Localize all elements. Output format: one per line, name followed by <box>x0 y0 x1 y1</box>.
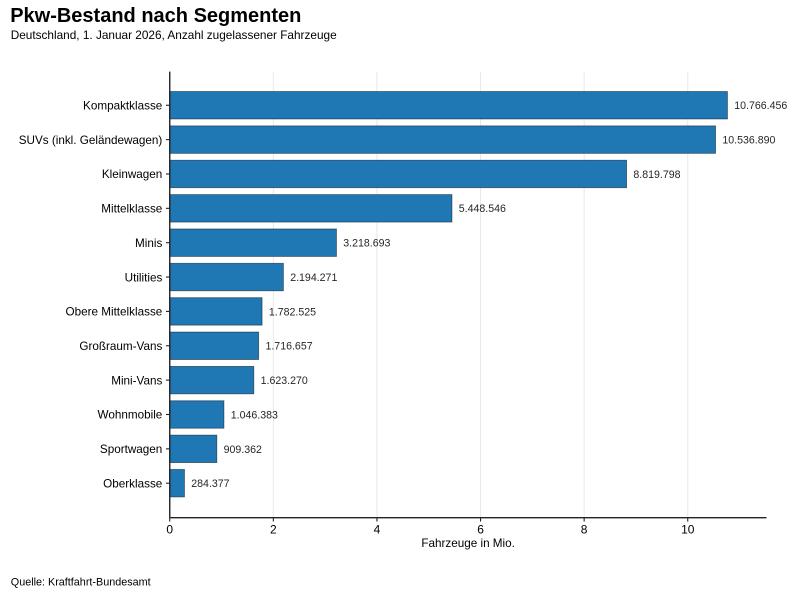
svg-text:8: 8 <box>581 523 588 537</box>
svg-text:1.623.270: 1.623.270 <box>261 375 308 387</box>
svg-text:Mittelklasse: Mittelklasse <box>101 203 162 216</box>
svg-text:Utilities: Utilities <box>125 271 163 284</box>
svg-text:10: 10 <box>681 523 695 537</box>
svg-text:Mini-Vans: Mini-Vans <box>111 374 162 387</box>
svg-text:8.819.798: 8.819.798 <box>633 169 680 181</box>
svg-text:909.362: 909.362 <box>224 444 262 456</box>
svg-text:6: 6 <box>477 523 484 537</box>
svg-text:1.716.657: 1.716.657 <box>265 341 312 353</box>
svg-text:Fahrzeuge in Mio.: Fahrzeuge in Mio. <box>421 537 515 550</box>
svg-text:Oberklasse: Oberklasse <box>103 477 162 490</box>
svg-text:Kompaktklasse: Kompaktklasse <box>83 99 162 112</box>
svg-text:10.536.890: 10.536.890 <box>722 135 775 147</box>
svg-text:4: 4 <box>374 523 381 537</box>
svg-text:2: 2 <box>270 523 277 537</box>
svg-text:Wohnmobile: Wohnmobile <box>98 409 163 422</box>
svg-text:Minis: Minis <box>135 237 162 250</box>
svg-text:Pkw-Bestand nach Segmenten: Pkw-Bestand nach Segmenten <box>10 5 301 27</box>
svg-text:Quelle: Kraftfahrt-Bundesamt: Quelle: Kraftfahrt-Bundesamt <box>11 576 151 588</box>
svg-text:Großraum-Vans: Großraum-Vans <box>79 340 162 353</box>
svg-text:Sportwagen: Sportwagen <box>100 443 162 456</box>
svg-text:Kleinwagen: Kleinwagen <box>102 168 162 181</box>
svg-text:2.194.271: 2.194.271 <box>290 272 337 284</box>
svg-text:284.377: 284.377 <box>191 478 229 490</box>
svg-text:1.782.525: 1.782.525 <box>269 306 316 318</box>
svg-text:3.218.693: 3.218.693 <box>343 238 390 250</box>
svg-text:Deutschland, 1. Januar 2026, A: Deutschland, 1. Januar 2026, Anzahl zuge… <box>11 28 337 42</box>
svg-text:0: 0 <box>166 523 173 537</box>
svg-text:1.046.383: 1.046.383 <box>231 409 278 421</box>
svg-text:Obere Mittelklasse: Obere Mittelklasse <box>66 306 163 319</box>
svg-text:10.766.456: 10.766.456 <box>734 100 787 112</box>
svg-text:5.448.546: 5.448.546 <box>459 203 506 215</box>
svg-text:SUVs (inkl. Geländewagen): SUVs (inkl. Geländewagen) <box>19 134 163 147</box>
